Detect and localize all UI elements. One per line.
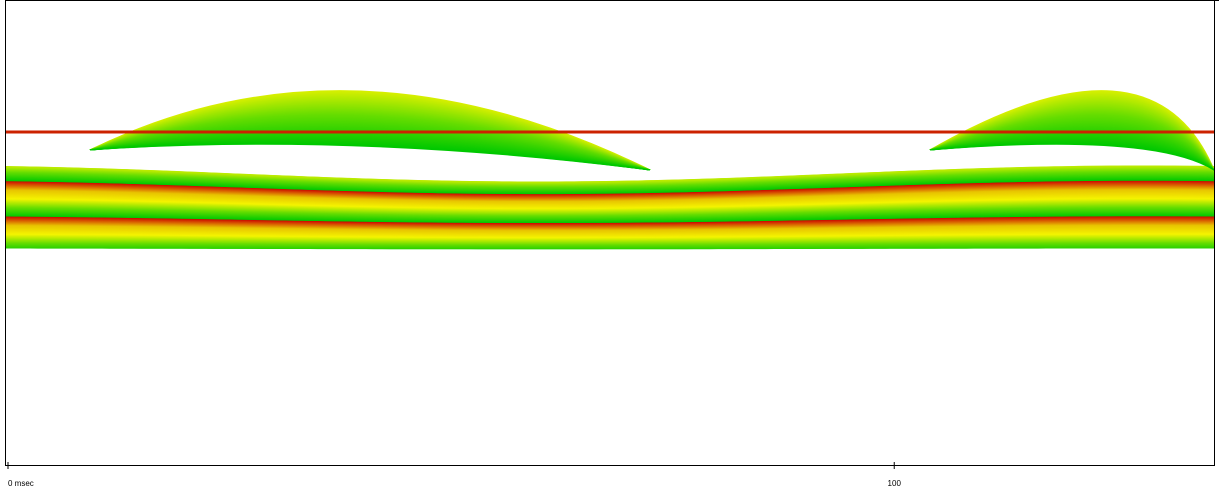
x-tick-label: 100 — [888, 479, 902, 488]
arc-trace — [89, 143, 651, 171]
trace-group — [5, 90, 1215, 250]
x-axis-ticks: 0 msec 100 — [7, 462, 902, 488]
band-trace — [5, 165, 1215, 183]
plot-frame-lines — [5, 0, 1219, 466]
x-tick-label: 0 msec — [8, 479, 34, 488]
arc-trace — [929, 143, 1215, 171]
